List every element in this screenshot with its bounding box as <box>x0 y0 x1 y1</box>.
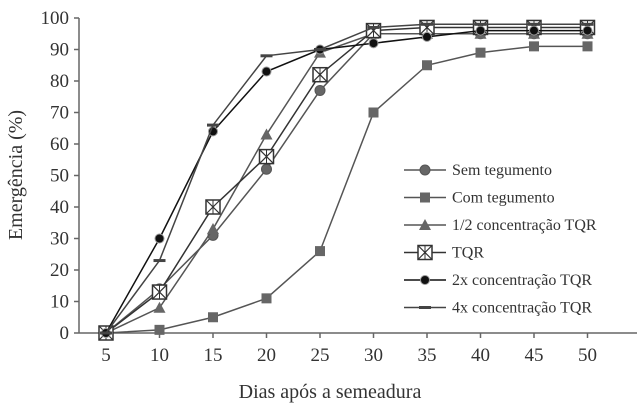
series-line <box>105 45 588 334</box>
y-tick-label: 40 <box>50 197 69 218</box>
data-point <box>314 84 326 96</box>
data-point <box>153 259 166 263</box>
data-point <box>314 48 326 51</box>
data-point <box>582 25 593 36</box>
data-point <box>100 331 112 335</box>
legend-label: 1/2 concentração TQR <box>452 217 597 234</box>
data-point <box>528 22 540 26</box>
data-point <box>422 60 432 71</box>
data-point <box>312 66 328 83</box>
data-point <box>260 54 273 58</box>
data-point <box>365 22 382 39</box>
data-point <box>581 22 594 26</box>
data-point <box>205 199 221 215</box>
legend-item-3: 1/2 concentração TQR <box>404 217 597 234</box>
data-point <box>368 38 379 49</box>
x-tick-label: 20 <box>257 345 276 366</box>
series-line <box>105 29 588 334</box>
x-tick-label: 50 <box>578 345 597 366</box>
data-point <box>154 324 165 335</box>
data-point <box>258 148 275 165</box>
data-point <box>421 22 433 26</box>
data-point <box>261 163 272 175</box>
data-point <box>529 41 539 52</box>
x-tick-label: 35 <box>418 345 437 366</box>
x-tick-label: 10 <box>150 345 169 366</box>
data-point <box>475 47 486 58</box>
legend-label: TQR <box>452 245 484 262</box>
y-tick-label: 60 <box>50 134 69 155</box>
legend-marker <box>420 275 430 285</box>
data-point <box>153 301 166 313</box>
x-axis-title: Dias após a semeadura <box>239 381 422 403</box>
y-tick-label: 100 <box>41 8 70 29</box>
x-tick-label: 45 <box>525 345 544 366</box>
data-point <box>207 123 219 127</box>
x-tick-label: 40 <box>471 345 490 366</box>
legend-label: 2x concentração TQR <box>452 272 592 289</box>
data-point <box>582 41 593 52</box>
data-point <box>368 107 379 118</box>
y-tick-label: 30 <box>50 229 69 250</box>
data-point <box>260 128 273 140</box>
legend-marker <box>417 244 433 261</box>
data-point <box>474 22 487 26</box>
legend-item-4: TQR <box>404 245 484 262</box>
data-point <box>367 25 380 29</box>
y-tick-label: 20 <box>50 260 69 281</box>
series-line <box>105 26 588 334</box>
legend-item-2: Com tegumento <box>404 190 555 207</box>
legend-label: Com tegumento <box>452 190 555 207</box>
y-axis-ticks: 0 10 20 30 40 50 60 70 80 90 100 <box>41 8 79 344</box>
y-tick-label: 90 <box>50 40 69 61</box>
data-point <box>422 31 432 42</box>
series-line <box>105 23 588 334</box>
data-point <box>154 233 165 244</box>
x-tick-label: 30 <box>364 345 383 366</box>
y-tick-label: 80 <box>50 71 69 92</box>
legend-marker <box>419 164 431 176</box>
legend-label: Sem tegumento <box>452 162 552 179</box>
series-line <box>105 33 588 334</box>
y-tick-label: 70 <box>50 103 69 124</box>
legend: Sem tegumento Com tegumento 1/2 concentraç… <box>404 162 597 317</box>
legend-item-6: 4x concentração TQR <box>404 300 592 317</box>
legend-label: 4x concentração TQR <box>452 300 592 317</box>
y-tick-label: 10 <box>50 292 69 313</box>
data-point <box>315 246 325 257</box>
data-point <box>151 284 168 300</box>
legend-item-1: Sem tegumento <box>404 162 552 179</box>
series-6 <box>100 22 594 335</box>
data-point <box>208 312 218 323</box>
x-axis-ticks: 5 10 15 20 25 30 35 40 45 50 <box>101 333 597 366</box>
data-point <box>261 293 272 304</box>
y-tick-label: 0 <box>60 323 70 344</box>
data-point <box>261 66 272 77</box>
data-point <box>475 25 486 36</box>
legend-marker <box>420 192 430 203</box>
x-tick-label: 15 <box>204 345 223 366</box>
series-2 <box>101 41 593 338</box>
x-tick-label: 25 <box>311 345 330 366</box>
y-tick-label: 50 <box>50 166 69 187</box>
legend-item-5: 2x concentração TQR <box>404 272 592 289</box>
legend-marker <box>419 306 431 309</box>
series-group <box>98 19 596 341</box>
y-axis-title: Emergência (%) <box>5 110 27 240</box>
x-tick-label: 5 <box>101 345 111 366</box>
legend-marker <box>419 219 431 230</box>
data-point <box>207 223 219 235</box>
data-point <box>529 25 539 36</box>
